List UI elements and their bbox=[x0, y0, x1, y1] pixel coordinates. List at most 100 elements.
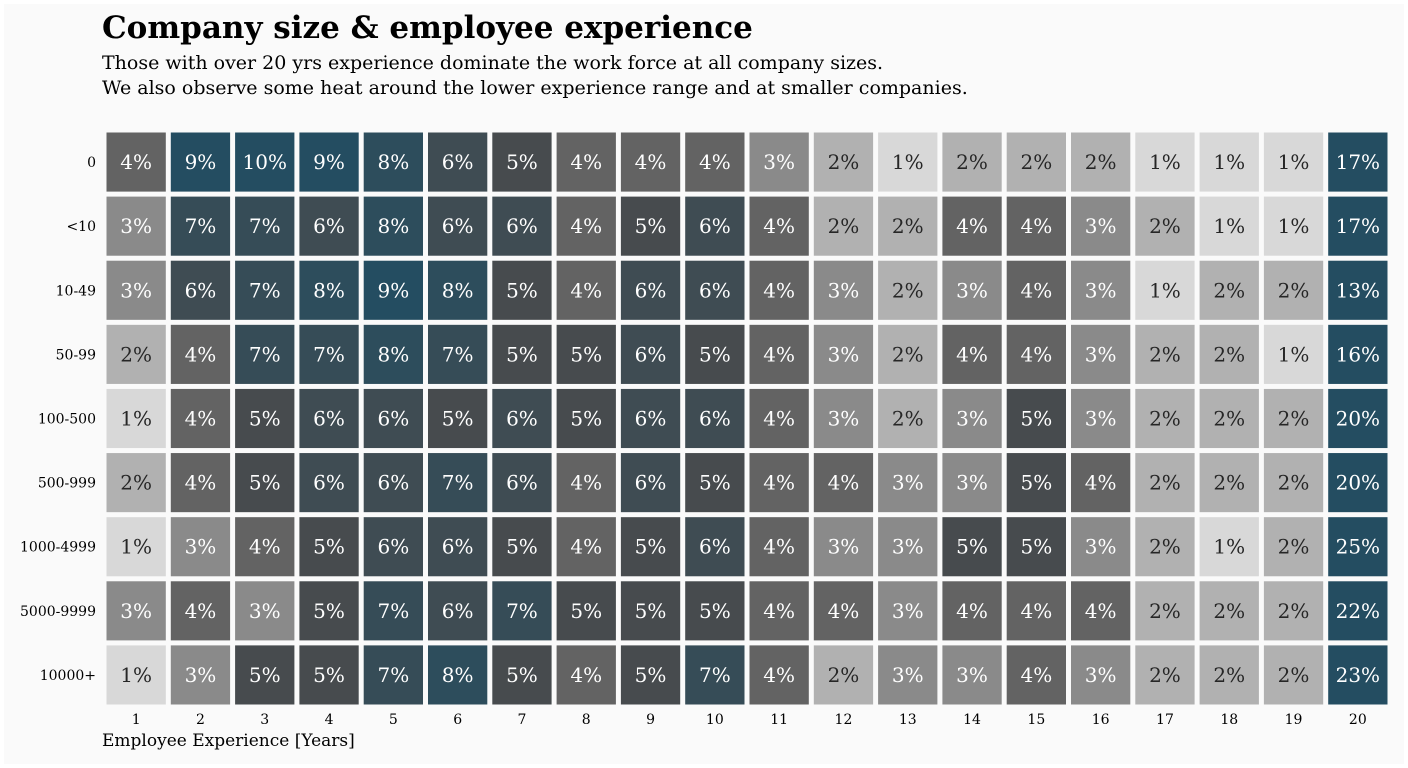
heatmap-cell bbox=[428, 517, 488, 577]
heatmap-cell bbox=[170, 581, 231, 641]
heatmap-cell-label: 5% bbox=[1020, 471, 1052, 495]
heatmap-cell-label: 6% bbox=[635, 278, 667, 302]
heatmap-cell-label: 4% bbox=[956, 214, 988, 238]
heatmap-cell bbox=[1071, 260, 1131, 320]
heatmap-cell bbox=[1006, 581, 1066, 641]
heatmap-cell bbox=[363, 324, 423, 384]
heatmap-cell bbox=[492, 517, 552, 577]
heatmap-cell bbox=[1006, 324, 1066, 384]
heatmap-cell-label: 4% bbox=[185, 342, 217, 366]
heatmap-cell-label: 7% bbox=[313, 342, 345, 366]
heatmap-cell bbox=[749, 196, 809, 256]
heatmap-cell-label: 3% bbox=[828, 342, 860, 366]
heatmap-cell bbox=[813, 260, 874, 320]
heatmap-cell-label: 4% bbox=[185, 599, 217, 623]
y-tick-label: 50-99 bbox=[56, 347, 96, 363]
heatmap-cell bbox=[749, 645, 809, 705]
y-tick-label: 5000-9999 bbox=[20, 604, 96, 620]
heatmap-cell-label: 1% bbox=[1213, 150, 1245, 174]
heatmap-cell-label: 3% bbox=[828, 535, 860, 559]
heatmap-cell-label: 2% bbox=[1278, 471, 1310, 495]
heatmap-cell-label: 4% bbox=[763, 342, 795, 366]
heatmap-cell bbox=[428, 453, 488, 513]
heatmap-cell-label: 6% bbox=[377, 471, 409, 495]
heatmap-cell-label: 5% bbox=[1020, 407, 1052, 431]
heatmap-cell bbox=[942, 196, 1002, 256]
heatmap-cell-label: 3% bbox=[249, 599, 281, 623]
heatmap-cell-label: 20% bbox=[1336, 407, 1380, 431]
heatmap-cell-label: 9% bbox=[185, 150, 217, 174]
heatmap-cell-label: 9% bbox=[377, 278, 409, 302]
heatmap-cell-label: 2% bbox=[1149, 342, 1181, 366]
heatmap-cell bbox=[1263, 260, 1324, 320]
heatmap-cell bbox=[492, 324, 552, 384]
heatmap-cell-label: 16% bbox=[1336, 342, 1380, 366]
heatmap-cell bbox=[1006, 260, 1066, 320]
heatmap-cell bbox=[749, 132, 809, 192]
heatmap-cell-label: 5% bbox=[506, 663, 538, 687]
heatmap-cell bbox=[749, 581, 809, 641]
heatmap-cell bbox=[170, 388, 231, 449]
heatmap-cell bbox=[1006, 388, 1066, 449]
heatmap-cell-label: 20% bbox=[1336, 471, 1380, 495]
heatmap-cell bbox=[363, 196, 423, 256]
heatmap-cell-label: 6% bbox=[635, 407, 667, 431]
heatmap-cell bbox=[556, 196, 616, 256]
heatmap-cell-label: 5% bbox=[249, 471, 281, 495]
heatmap-cell-label: 7% bbox=[377, 663, 409, 687]
heatmap-cell-label: 4% bbox=[763, 599, 795, 623]
heatmap-cell bbox=[363, 260, 423, 320]
heatmap-cell-label: 7% bbox=[249, 278, 281, 302]
heatmap-cell bbox=[620, 132, 681, 192]
heatmap-cell-label: 4% bbox=[1020, 342, 1052, 366]
heatmap-cell bbox=[749, 324, 809, 384]
heatmap-cell bbox=[106, 388, 166, 449]
heatmap-cell bbox=[813, 388, 874, 449]
heatmap-cell-label: 4% bbox=[956, 342, 988, 366]
heatmap-cell-label: 4% bbox=[635, 150, 667, 174]
heatmap-cell-label: 4% bbox=[1085, 471, 1117, 495]
heatmap-cell bbox=[492, 645, 552, 705]
heatmap-cell bbox=[878, 260, 938, 320]
heatmap-cell bbox=[878, 388, 938, 449]
heatmap-cell bbox=[1199, 388, 1259, 449]
heatmap-cell-label: 7% bbox=[506, 599, 538, 623]
x-tick-label: 14 bbox=[963, 712, 981, 728]
heatmap-cell-label: 6% bbox=[442, 150, 474, 174]
heatmap-cell-label: 1% bbox=[120, 663, 152, 687]
heatmap-cell bbox=[1135, 388, 1195, 449]
heatmap-cell bbox=[170, 645, 231, 705]
heatmap-cell bbox=[685, 581, 745, 641]
heatmap-cell bbox=[299, 260, 359, 320]
heatmap-cell bbox=[942, 324, 1002, 384]
heatmap-cell-label: 10% bbox=[243, 150, 287, 174]
heatmap-cell-label: 3% bbox=[956, 663, 988, 687]
heatmap-cell-label: 6% bbox=[313, 214, 345, 238]
x-tick-label: 1 bbox=[132, 712, 141, 728]
heatmap-cell bbox=[749, 453, 809, 513]
heatmap-cell bbox=[685, 645, 745, 705]
heatmap-cell bbox=[299, 196, 359, 256]
heatmap-cell bbox=[1071, 645, 1131, 705]
heatmap-cell bbox=[556, 453, 616, 513]
heatmap-cell-label: 1% bbox=[120, 407, 152, 431]
heatmap-cell bbox=[235, 645, 295, 705]
heatmap-cell bbox=[1135, 453, 1195, 513]
heatmap-cell-label: 3% bbox=[185, 663, 217, 687]
chart-subtitle-line-1: Those with over 20 yrs experience domina… bbox=[102, 52, 884, 74]
heatmap-cell bbox=[685, 132, 745, 192]
heatmap-cell-label: 4% bbox=[1085, 599, 1117, 623]
heatmap-cell bbox=[1328, 132, 1388, 192]
heatmap-cell-label: 3% bbox=[892, 535, 924, 559]
heatmap-cell-label: 4% bbox=[699, 150, 731, 174]
chart-subtitle-line-2: We also observe some heat around the low… bbox=[102, 77, 968, 99]
heatmap-cell bbox=[428, 581, 488, 641]
heatmap-cell-label: 2% bbox=[1213, 599, 1245, 623]
heatmap-cell bbox=[1263, 453, 1324, 513]
heatmap-cell-label: 2% bbox=[120, 471, 152, 495]
heatmap-cell-label: 3% bbox=[828, 278, 860, 302]
heatmap-cell bbox=[1328, 260, 1388, 320]
heatmap-cell-label: 6% bbox=[377, 535, 409, 559]
heatmap-cell bbox=[1135, 132, 1195, 192]
heatmap-cell-label: 8% bbox=[377, 150, 409, 174]
